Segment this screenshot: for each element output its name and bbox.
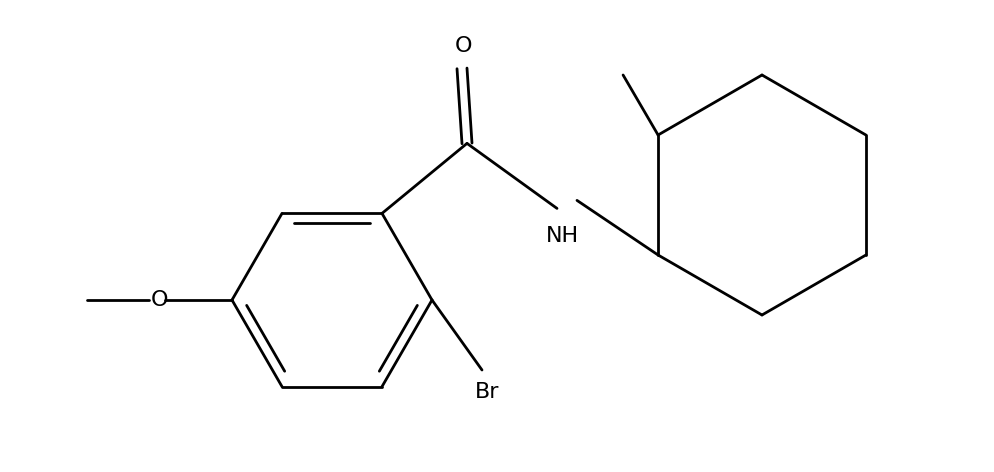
Text: NH: NH <box>546 227 579 246</box>
Text: Br: Br <box>475 382 499 402</box>
Text: O: O <box>455 36 473 56</box>
Text: O: O <box>150 290 168 310</box>
